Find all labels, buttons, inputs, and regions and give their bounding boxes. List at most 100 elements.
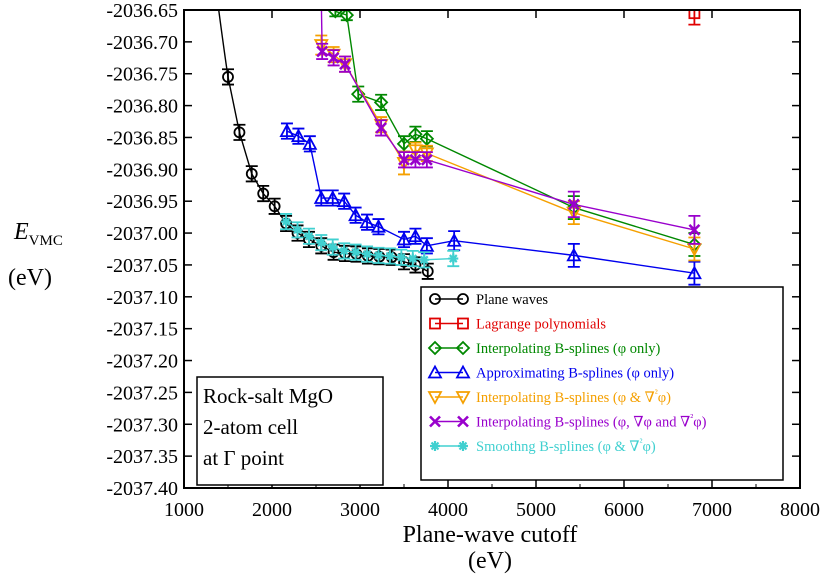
series <box>279 122 702 286</box>
y-tick-label: -2037.40 <box>106 478 178 500</box>
legend-label-part: Smoothng B-splines ( <box>476 439 603 455</box>
data-point <box>290 128 306 143</box>
data-point <box>457 293 469 305</box>
y-tick-label: -2037.20 <box>106 351 178 373</box>
data-point <box>457 317 469 330</box>
data-point <box>407 228 423 243</box>
y-axis-symbol: E <box>13 219 29 245</box>
legend-label-part: Plane waves <box>476 292 548 308</box>
y-tick-label: -2036.85 <box>106 127 178 149</box>
y-axis-subscript: VMC <box>29 233 63 249</box>
y-tick-label: -2036.65 <box>106 0 178 22</box>
legend-label: Lagrange polynomials <box>476 317 606 333</box>
annotation-line-1: Rock-salt MgO <box>203 384 333 408</box>
data-point <box>339 245 350 256</box>
legend-label-part: Interpolating B-splines ( <box>476 390 618 406</box>
y-tick-label: -2036.70 <box>106 32 178 54</box>
y-axis-label: EVMC <box>13 219 63 249</box>
series-line <box>320 10 695 231</box>
data-point <box>350 247 361 258</box>
x-tick-label: 2000 <box>252 499 292 521</box>
x-tick-label: 1000 <box>164 499 204 521</box>
data-point <box>421 265 434 278</box>
error-bar <box>329 10 342 18</box>
series <box>328 10 702 257</box>
data-point <box>407 144 423 159</box>
error-bar <box>688 10 701 26</box>
data-point <box>688 223 701 236</box>
legend-entry: Lagrange polynomials <box>429 317 606 333</box>
x-tick-label: 4000 <box>428 499 468 521</box>
legend-label: Interpolating B-splines (φ, ∇φ and ∇²φ) <box>476 413 707 431</box>
legend-label-part: Approximating B-splines ( <box>476 366 632 382</box>
data-point <box>370 218 386 233</box>
data-point <box>316 45 329 58</box>
data-point <box>396 252 407 263</box>
data-point <box>327 242 338 253</box>
y-tick-label: -2036.95 <box>106 191 178 213</box>
data-point <box>407 253 418 264</box>
x-axis-label: Plane-wave cutoff <box>403 522 578 548</box>
legend-label-part: ) <box>666 390 671 406</box>
data-point <box>373 95 389 110</box>
data-point <box>359 214 375 229</box>
legend-label-part: & <box>626 390 645 406</box>
data-point <box>327 51 340 64</box>
legend-label: Approximating B-splines (φ only) <box>476 366 674 382</box>
data-point <box>396 136 412 152</box>
legend-label-part: φ <box>602 439 610 455</box>
legend-label-part: φ <box>643 439 651 455</box>
data-point <box>455 391 471 405</box>
y-tick-label: -2036.80 <box>106 96 178 118</box>
legend-label-part: ∇ <box>629 439 639 455</box>
legend-label-part: only) <box>626 341 660 357</box>
series <box>280 213 460 269</box>
y-tick-label: -2037.30 <box>106 414 178 436</box>
legend-label-part: φ <box>618 341 626 357</box>
data-point <box>419 131 435 147</box>
legend-label-part: & <box>611 439 630 455</box>
data-point <box>375 121 388 134</box>
data-point <box>281 216 292 227</box>
x-tick-label: 6000 <box>604 499 644 521</box>
data-point <box>302 135 318 150</box>
error-bar <box>340 10 353 22</box>
legend-label-part: ) <box>651 439 656 455</box>
y-tick-label: -2037.25 <box>106 382 178 404</box>
data-point <box>398 153 410 166</box>
data-point <box>419 147 435 162</box>
legend-entry: Interpolating B-splines (φ & ∇²φ) <box>427 388 671 406</box>
data-point <box>455 340 471 356</box>
legend-label: Smoothng B-splines (φ & ∇²φ) <box>476 437 656 455</box>
y-tick-label: -2037.10 <box>106 287 178 309</box>
x-tick-label: 8000 <box>780 499 820 521</box>
legend-label-part: Interpolating B-splines ( <box>476 415 618 431</box>
data-point <box>427 340 443 356</box>
legend-label-part: ² <box>655 388 658 399</box>
data-point <box>419 254 430 265</box>
series-layer <box>218 10 702 286</box>
legend-label-part: Interpolating B-splines ( <box>476 341 618 357</box>
data-point <box>448 253 459 264</box>
legend-label-part: and <box>652 415 680 431</box>
data-point <box>303 231 314 242</box>
legend-label-part: φ <box>631 366 639 382</box>
data-point <box>419 237 435 252</box>
data-point <box>348 207 364 222</box>
data-point <box>268 200 281 213</box>
legend-entry: Approximating B-splines (φ only) <box>427 364 674 382</box>
legend-label: Interpolating B-splines (φ & ∇²φ) <box>476 388 671 406</box>
data-point <box>339 10 355 23</box>
data-point <box>339 58 351 71</box>
legend-label: Interpolating B-splines (φ only) <box>476 341 661 357</box>
tick-labels: 1000 2000 3000 4000 5000 6000 7000 8000 -2036.65… <box>106 0 820 521</box>
data-point <box>222 71 234 83</box>
legend-label-part: φ <box>693 415 701 431</box>
data-point <box>325 190 341 204</box>
y-tick-label: -2036.90 <box>106 159 178 181</box>
data-point <box>688 10 701 20</box>
x-tick-label: 7000 <box>692 499 732 521</box>
x-axis-unit: (eV) <box>468 548 512 574</box>
data-point <box>373 250 384 261</box>
